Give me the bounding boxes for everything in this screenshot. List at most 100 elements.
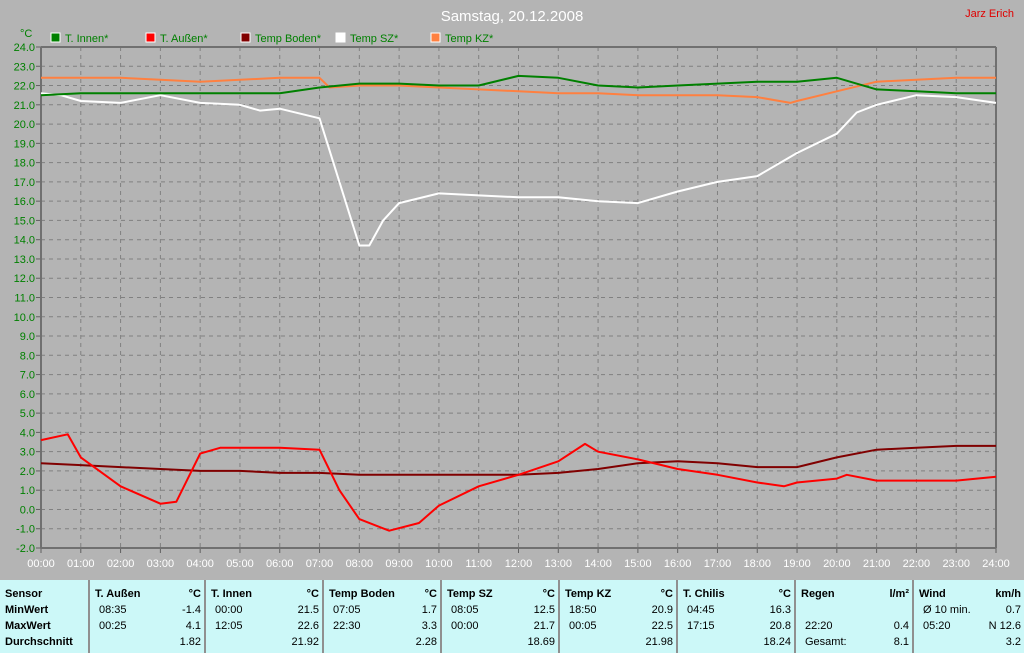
x-tick-label: 20:00 xyxy=(823,558,851,570)
table-cell xyxy=(209,634,291,650)
x-tick-label: 03:00 xyxy=(147,558,175,570)
table-row: 07:05 1.7 xyxy=(324,602,440,618)
table-cell: 17:15 xyxy=(687,620,715,632)
table-cell xyxy=(327,634,416,650)
table-cell: 22.5 xyxy=(651,620,673,632)
table-row: 00:25 4.1 xyxy=(90,618,204,634)
table-cell xyxy=(563,634,645,650)
x-tick-label: 11:00 xyxy=(465,558,492,570)
table-cell: 4.1 xyxy=(185,620,201,632)
table-cell: °C xyxy=(306,588,319,600)
table-cell: Temp Boden xyxy=(329,588,395,600)
table-cell: Ø 10 min. xyxy=(923,604,971,616)
x-tick-label: 09:00 xyxy=(385,558,413,570)
x-tick-label: 18:00 xyxy=(743,558,771,570)
table-cell: 1.7 xyxy=(421,604,437,616)
table-row: 18.69 xyxy=(442,634,558,650)
table-row: 08:05 12.5 xyxy=(442,602,558,618)
table-cell: °C xyxy=(778,588,791,600)
y-tick-label: 13.0 xyxy=(14,254,35,266)
table-row: Temp Boden °C xyxy=(324,580,440,602)
table-cell: 00:00 xyxy=(451,620,479,632)
x-tick-label: 00:00 xyxy=(27,558,55,570)
table-cell: Durchschnitt xyxy=(5,636,73,648)
table-row: 22:30 3.3 xyxy=(324,618,440,634)
y-tick-label: 12.0 xyxy=(14,273,35,285)
legend-swatch xyxy=(240,32,251,43)
table-cell: 00:00 xyxy=(215,604,243,616)
author-label: Jarz Erich xyxy=(965,8,1014,20)
y-tick-label: 9.0 xyxy=(20,331,35,343)
table-cell: 04:45 xyxy=(687,604,715,616)
table-cell xyxy=(93,634,180,650)
table-cell: 3.2 xyxy=(1005,636,1021,648)
x-tick-label: 15:00 xyxy=(624,558,652,570)
table-row: Temp SZ °C xyxy=(442,580,558,602)
table-cell: 18.69 xyxy=(527,636,555,648)
table-cell: 22:20 xyxy=(805,620,833,632)
table-row: 12:05 22.6 xyxy=(206,618,322,634)
table-cell: °C xyxy=(542,588,555,600)
table-cell: 08:05 xyxy=(451,604,479,616)
x-tick-label: 05:00 xyxy=(226,558,254,570)
legend-swatch xyxy=(430,32,441,43)
y-tick-label: 7.0 xyxy=(20,370,35,382)
y-tick-label: -1.0 xyxy=(16,524,35,536)
table-cell: 21.7 xyxy=(533,620,555,632)
x-tick-label: 07:00 xyxy=(306,558,334,570)
table-cell: Temp KZ xyxy=(565,588,612,600)
table-row: 04:45 16.3 xyxy=(678,602,794,618)
table-row: 3.2 xyxy=(914,634,1024,650)
y-tick-label: 23.0 xyxy=(14,61,35,73)
table-cell: 0.7 xyxy=(1005,604,1021,616)
table-column: Sensor MinWert MaxWert Durchschnitt xyxy=(0,580,90,653)
legend-label: T. Innen* xyxy=(65,33,109,45)
y-tick-label: 16.0 xyxy=(14,196,35,208)
table-column: T. Innen °C 00:00 21.5 12:05 22.6 21.92 xyxy=(206,580,324,653)
table-column: Temp SZ °C 08:05 12.5 00:00 21.7 18.69 xyxy=(442,580,560,653)
table-row: 00:00 21.7 xyxy=(442,618,558,634)
table-cell: 20.8 xyxy=(769,620,791,632)
y-tick-label: 2.0 xyxy=(20,466,35,478)
y-tick-label: 6.0 xyxy=(20,389,35,401)
table-column: T. Chilis °C 04:45 16.3 17:15 20.8 18.24 xyxy=(678,580,796,653)
x-tick-label: 23:00 xyxy=(942,558,970,570)
table-cell: 16.3 xyxy=(769,604,791,616)
x-tick-label: 21:00 xyxy=(863,558,891,570)
legend-label: T. Außen* xyxy=(160,33,208,45)
y-axis-unit: °C xyxy=(20,28,32,40)
table-row: MinWert xyxy=(0,602,88,618)
chart-title: Samstag, 20.12.2008 xyxy=(441,8,584,25)
table-cell: Regen xyxy=(801,588,835,600)
x-tick-label: 24:00 xyxy=(982,558,1010,570)
x-tick-label: 22:00 xyxy=(903,558,931,570)
legend-label: Temp Boden* xyxy=(255,33,322,45)
x-tick-label: 19:00 xyxy=(783,558,811,570)
table-cell: 12:05 xyxy=(215,620,243,632)
x-tick-label: 01:00 xyxy=(67,558,95,570)
table-cell: 18.24 xyxy=(763,636,791,648)
table-row: T. Außen °C xyxy=(90,580,204,602)
table-cell: 2.28 xyxy=(415,636,437,648)
table-row: T. Chilis °C xyxy=(678,580,794,602)
table-cell: 21.98 xyxy=(645,636,673,648)
table-cell: 22.6 xyxy=(297,620,319,632)
y-tick-label: 0.0 xyxy=(20,504,35,516)
table-row: Regen l/m² xyxy=(796,580,912,602)
table-row: Sensor xyxy=(0,580,88,602)
table-cell: -1.4 xyxy=(182,604,201,616)
table-row: 00:05 22.5 xyxy=(560,618,676,634)
series-line-1 xyxy=(40,433,997,532)
table-row: 17:15 20.8 xyxy=(678,618,794,634)
y-tick-label: 20.0 xyxy=(14,119,35,131)
table-cell: 20.9 xyxy=(651,604,673,616)
y-tick-label: 18.0 xyxy=(14,158,35,170)
table-cell: 22:30 xyxy=(333,620,361,632)
y-tick-label: 4.0 xyxy=(20,427,35,439)
table-row: 18.24 xyxy=(678,634,794,650)
x-tick-label: 04:00 xyxy=(186,558,214,570)
table-cell: Sensor xyxy=(5,588,43,600)
stats-table: Sensor MinWert MaxWert Durchschnitt T. Außen… xyxy=(0,580,1024,653)
table-row: 22:20 0.4 xyxy=(796,618,912,634)
table-row: Ø 10 min. 0.7 xyxy=(914,602,1024,618)
